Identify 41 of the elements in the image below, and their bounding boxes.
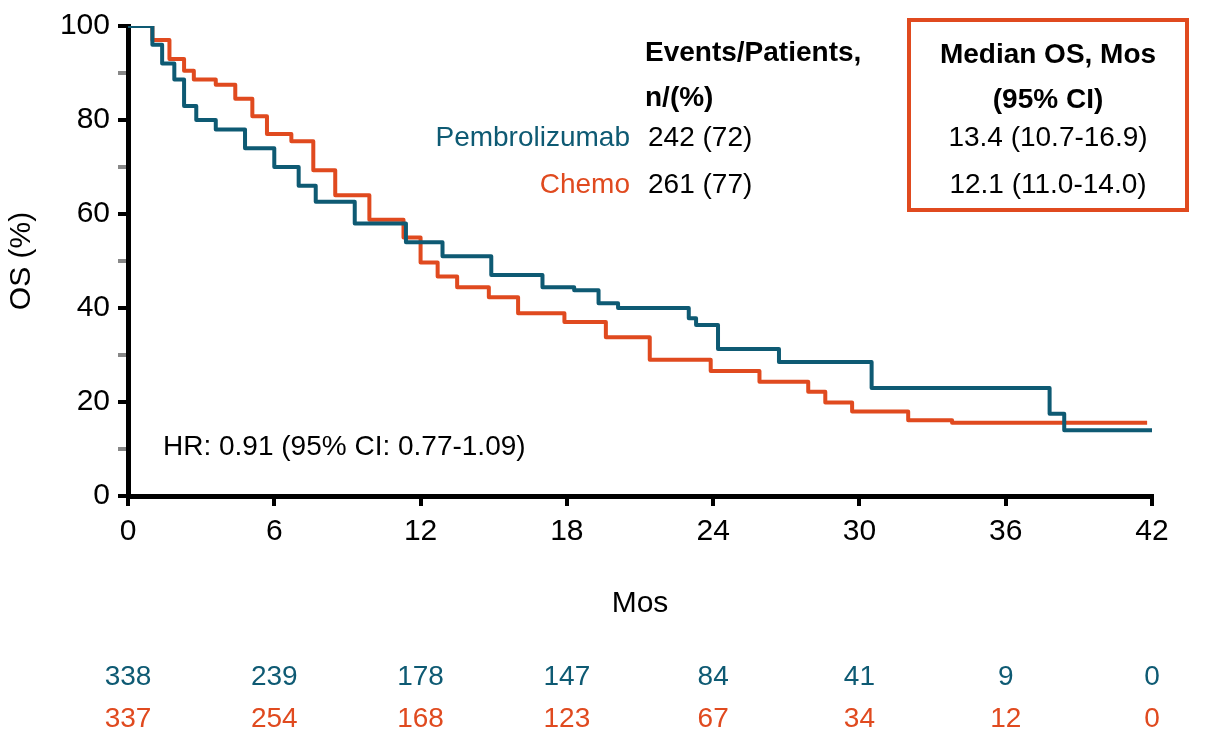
x-tick-label: 42 xyxy=(1135,513,1169,547)
text: 34 xyxy=(842,702,876,734)
annotation: 13.4 (10.7-16.9) xyxy=(947,121,1149,153)
x-tick-label: 24 xyxy=(696,513,730,547)
text: 123 xyxy=(542,702,592,734)
annotation: 261 (77) xyxy=(648,168,753,200)
annotation: 12.1 (11.0-14.0) xyxy=(948,168,1148,200)
text: 84 xyxy=(696,660,730,692)
text: Pembrolizumab xyxy=(435,121,630,153)
text: 9 xyxy=(996,660,1015,692)
x-tick-label: 18 xyxy=(550,513,584,547)
text: 0 xyxy=(1143,702,1161,734)
y-tick-label: 60 xyxy=(76,195,110,229)
y-tick-label: 20 xyxy=(76,383,110,417)
text: 147 xyxy=(542,660,592,692)
annotation: 242 (72) xyxy=(648,121,753,153)
text: 338 xyxy=(103,660,153,692)
annotation: Median OS, Mos (95% CI) xyxy=(939,38,1157,114)
text: 0 xyxy=(1143,660,1161,692)
annotation: HR: 0.91 (95% CI: 0.77-1.09) xyxy=(163,430,526,463)
x-tick-label: 36 xyxy=(989,513,1023,547)
y-tick-label: 80 xyxy=(76,101,110,135)
text: 178 xyxy=(396,660,445,692)
text: 239 xyxy=(249,660,299,692)
annotation: Events/Patients, n/(%) xyxy=(645,35,863,114)
x-tick-label: 12 xyxy=(403,513,438,547)
text: 168 xyxy=(396,702,445,734)
x-tick-label: 6 xyxy=(265,513,283,547)
y-tick-label: 0 xyxy=(93,477,110,511)
text: 254 xyxy=(249,702,299,734)
text: 67 xyxy=(696,702,730,734)
y-tick-label: 100 xyxy=(59,7,110,41)
text: 337 xyxy=(103,702,153,734)
y-tick-label: 40 xyxy=(76,289,110,323)
x-tick-label: 30 xyxy=(842,513,877,547)
text: 12 xyxy=(989,702,1023,734)
text: Chemo xyxy=(539,168,630,200)
text: 41 xyxy=(842,660,876,692)
x-tick-label: 0 xyxy=(119,513,137,547)
x-axis-title: Mos xyxy=(611,585,669,619)
y-axis-title: OS (%) xyxy=(3,211,37,311)
